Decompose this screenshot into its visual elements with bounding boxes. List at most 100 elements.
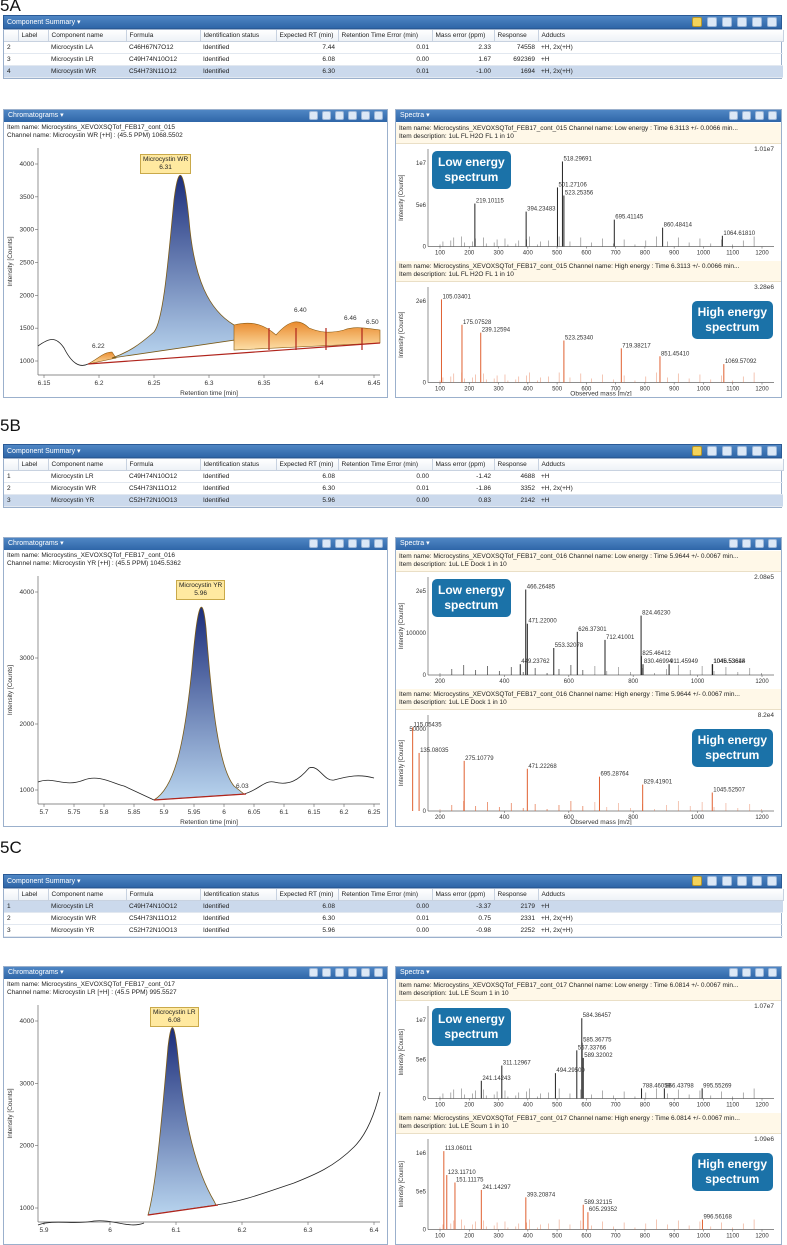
table-row[interactable]: 3 Microcystin YR C52H72N10O13 Identified 5.9… <box>4 924 783 937</box>
filter-icon[interactable] <box>361 539 370 548</box>
component-summary-bar[interactable]: Component Summary ▾ <box>3 15 782 29</box>
column-header[interactable] <box>4 30 19 42</box>
column-header[interactable]: Adducts <box>538 30 784 42</box>
move-icon[interactable] <box>374 968 383 977</box>
move-icon[interactable] <box>374 539 383 548</box>
column-header[interactable]: Mass error (ppm) <box>432 459 495 471</box>
filter-icon[interactable] <box>755 968 764 977</box>
column-header[interactable]: Retention Time Error (min) <box>338 459 433 471</box>
column-header[interactable] <box>4 889 19 901</box>
key-icon[interactable] <box>692 876 702 886</box>
table-row[interactable]: 1 Microcystin LR C49H74N10O12 Identified 6.0… <box>4 470 783 483</box>
print-icon[interactable] <box>309 968 318 977</box>
minimize-icon[interactable] <box>752 876 762 886</box>
copy-icon[interactable] <box>322 539 331 548</box>
print-icon[interactable] <box>729 111 738 120</box>
column-header[interactable]: Response <box>494 459 539 471</box>
chromatogram-plot[interactable]: 5.7 5.75 5.8 5.85 5.9 5.95 6 6.05 6.1 6.15 6.2 6.25… <box>4 568 387 826</box>
chromatogram-plot[interactable]: 5.9 6 6.1 6.2 6.3 6.4 1000 2000 3000 4000 Intensit… <box>4 997 387 1244</box>
spectrum-plot[interactable]: 1.07e7 100 200 300 400 500 600 700 800 900 1000 110… <box>396 1000 781 1111</box>
refresh-icon[interactable] <box>707 446 717 456</box>
column-header[interactable]: Identification status <box>200 459 277 471</box>
maximize-icon[interactable] <box>767 446 777 456</box>
column-header[interactable]: Component name <box>48 889 127 901</box>
chromatogram-title[interactable]: Chromatograms ▾ <box>8 540 64 547</box>
column-header[interactable]: Expected RT (min) <box>276 889 339 901</box>
spectrum-plot[interactable]: 1.09e6 100 200 300 400 500 600 700 800 900 1000 110… <box>396 1133 781 1244</box>
column-header[interactable]: Adducts <box>538 889 784 901</box>
column-header[interactable]: Formula <box>126 889 201 901</box>
component-summary-bar[interactable]: Component Summary ▾ <box>3 444 782 458</box>
chromatogram-bar[interactable]: Chromatograms ▾ <box>4 538 387 550</box>
table-row[interactable]: 3 Microcystin YR C52H72N10O13 Identified 5.9… <box>4 494 783 507</box>
table-row[interactable]: 3 Microcystin LR C49H74N10O12 Identified 6.0… <box>4 53 783 66</box>
chromatogram-bar[interactable]: Chromatograms ▾ <box>4 967 387 979</box>
column-header[interactable] <box>4 459 19 471</box>
chart-icon[interactable] <box>348 539 357 548</box>
filter-icon[interactable] <box>755 539 764 548</box>
chart-icon[interactable] <box>348 111 357 120</box>
spectra-title[interactable]: Spectra ▾ <box>400 540 430 547</box>
maximize-icon[interactable] <box>767 876 777 886</box>
chromatogram-title[interactable]: Chromatograms ▾ <box>8 112 64 119</box>
column-header[interactable]: Retention Time Error (min) <box>338 889 433 901</box>
component-summary-title[interactable]: Component Summary ▾ <box>7 448 81 455</box>
print-icon[interactable] <box>309 539 318 548</box>
settings-icon[interactable] <box>737 17 747 27</box>
filter-icon[interactable] <box>361 968 370 977</box>
move-icon[interactable] <box>374 111 383 120</box>
column-header[interactable]: Identification status <box>200 30 277 42</box>
column-header[interactable]: Component name <box>48 30 127 42</box>
column-header[interactable]: Response <box>494 889 539 901</box>
spectra-bar[interactable]: Spectra ▾ <box>396 538 781 550</box>
column-header[interactable]: Response <box>494 30 539 42</box>
chromatogram-plot[interactable]: 6.15 6.2 6.25 6.3 6.35 6.4 6.45 1000 1500 2000 250… <box>4 140 387 397</box>
spectrum-plot[interactable]: 8.2e4 200 400 600 800 1000 1200 0 50000 Intensity… <box>396 709 781 825</box>
filter-icon[interactable] <box>755 111 764 120</box>
spectrum-plot[interactable]: 2.08e5 200 400 600 800 1000 1200 0 100000 2e5 Inte… <box>396 571 781 687</box>
copy-icon[interactable] <box>322 968 331 977</box>
column-header[interactable]: Mass error (ppm) <box>432 30 495 42</box>
column-header[interactable]: Formula <box>126 30 201 42</box>
print-icon[interactable] <box>729 968 738 977</box>
print-icon[interactable] <box>309 111 318 120</box>
chromatogram-bar[interactable]: Chromatograms ▾ <box>4 110 387 122</box>
component-summary-bar[interactable]: Component Summary ▾ <box>3 874 782 888</box>
column-header[interactable]: Retention Time Error (min) <box>338 30 433 42</box>
key-icon[interactable] <box>692 446 702 456</box>
grid-icon[interactable] <box>722 876 732 886</box>
refresh-icon[interactable] <box>707 17 717 27</box>
copy-icon[interactable] <box>322 111 331 120</box>
spectra-bar[interactable]: Spectra ▾ <box>396 110 781 122</box>
settings-icon[interactable] <box>737 876 747 886</box>
maximize-icon[interactable] <box>767 17 777 27</box>
column-header[interactable]: Component name <box>48 459 127 471</box>
column-header[interactable]: Identification status <box>200 889 277 901</box>
column-header[interactable]: Adducts <box>538 459 784 471</box>
table-row[interactable]: 2 Microcystin WR C54H73N11O12 Identified 6.3… <box>4 482 783 495</box>
settings-icon[interactable] <box>737 446 747 456</box>
refresh-icon[interactable] <box>707 876 717 886</box>
minimize-icon[interactable] <box>752 17 762 27</box>
table-row[interactable]: 1 Microcystin LR C49H74N10O12 Identified 6.0… <box>4 900 783 913</box>
table-row[interactable]: 2 Microcystin LA C46H67N7O12 Identified 7.44… <box>4 41 783 54</box>
table-row[interactable]: 4 Microcystin WR C54H73N11O12 Identified 6.3… <box>4 65 783 78</box>
column-header[interactable]: Label <box>18 889 49 901</box>
chart-icon[interactable] <box>348 968 357 977</box>
spectra-bar[interactable]: Spectra ▾ <box>396 967 781 979</box>
undo-icon[interactable] <box>335 539 344 548</box>
column-header[interactable]: Mass error (ppm) <box>432 889 495 901</box>
column-header[interactable]: Expected RT (min) <box>276 30 339 42</box>
chromatogram-title[interactable]: Chromatograms ▾ <box>8 969 64 976</box>
column-header[interactable]: Label <box>18 459 49 471</box>
move-icon[interactable] <box>768 111 777 120</box>
table-row[interactable]: 2 Microcystin WR C54H73N11O12 Identified 6.3… <box>4 912 783 925</box>
column-header[interactable]: Expected RT (min) <box>276 459 339 471</box>
column-header[interactable]: Formula <box>126 459 201 471</box>
undo-icon[interactable] <box>335 968 344 977</box>
spectra-title[interactable]: Spectra ▾ <box>400 969 430 976</box>
move-icon[interactable] <box>768 539 777 548</box>
spectrum-plot[interactable]: 3.28e6 100 200 300 400 500 600 700 800 900 1000 110… <box>396 281 781 397</box>
spectrum-plot[interactable]: 1.01e7 100 200 300 400 500 600 700 800 900 1000 110… <box>396 143 781 259</box>
component-summary-title[interactable]: Component Summary ▾ <box>7 19 81 26</box>
